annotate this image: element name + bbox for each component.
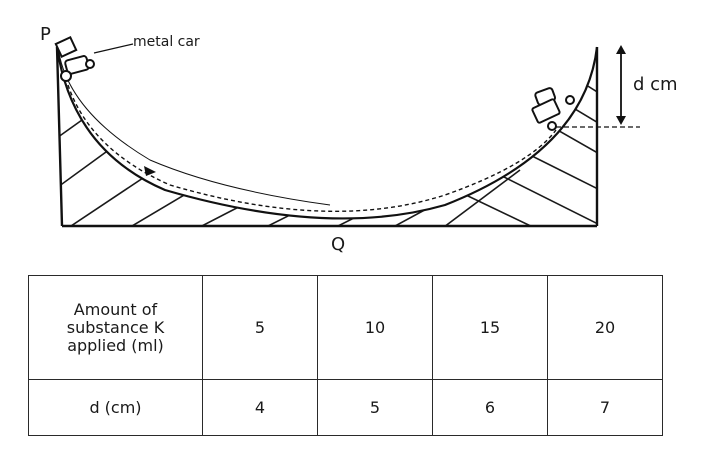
table-cell: 10 (317, 275, 433, 380)
table-row-substance: Amount of substance K applied (ml) 5 10 … (28, 275, 663, 380)
table-header-cell: Amount of substance K applied (ml) (28, 275, 203, 380)
table-cell: 6 (432, 379, 548, 436)
table-header-cell: d (cm) (28, 379, 203, 436)
motion-path (67, 84, 557, 212)
height-arrow-up-icon (616, 45, 626, 54)
table-cell: 20 (547, 275, 663, 380)
table-cell: 15 (432, 275, 548, 380)
distance-label: d cm (633, 74, 678, 95)
height-arrow-down-icon (616, 116, 626, 125)
ramp-diagram (54, 35, 640, 228)
ramp-surface-inner (57, 46, 331, 206)
point-p-label: P (40, 24, 51, 45)
container-outline (55, 46, 599, 228)
table-cell: 5 (202, 275, 318, 380)
results-table: Amount of substance K applied (ml) 5 10 … (28, 275, 663, 436)
ramp-surface (55, 46, 599, 220)
metal-car-label: metal car (133, 34, 200, 50)
table-cell: 5 (317, 379, 433, 436)
table-row-distance: d (cm) 4 5 6 7 (28, 379, 663, 436)
metal-car-end-icon (531, 87, 575, 131)
point-q-label: Q (331, 234, 346, 255)
motion-arrow-icon (144, 166, 156, 176)
table-cell: 7 (547, 379, 663, 436)
table-cell: 4 (202, 379, 318, 436)
car-pointer-line (93, 43, 134, 54)
metal-car-start-icon (54, 35, 95, 82)
